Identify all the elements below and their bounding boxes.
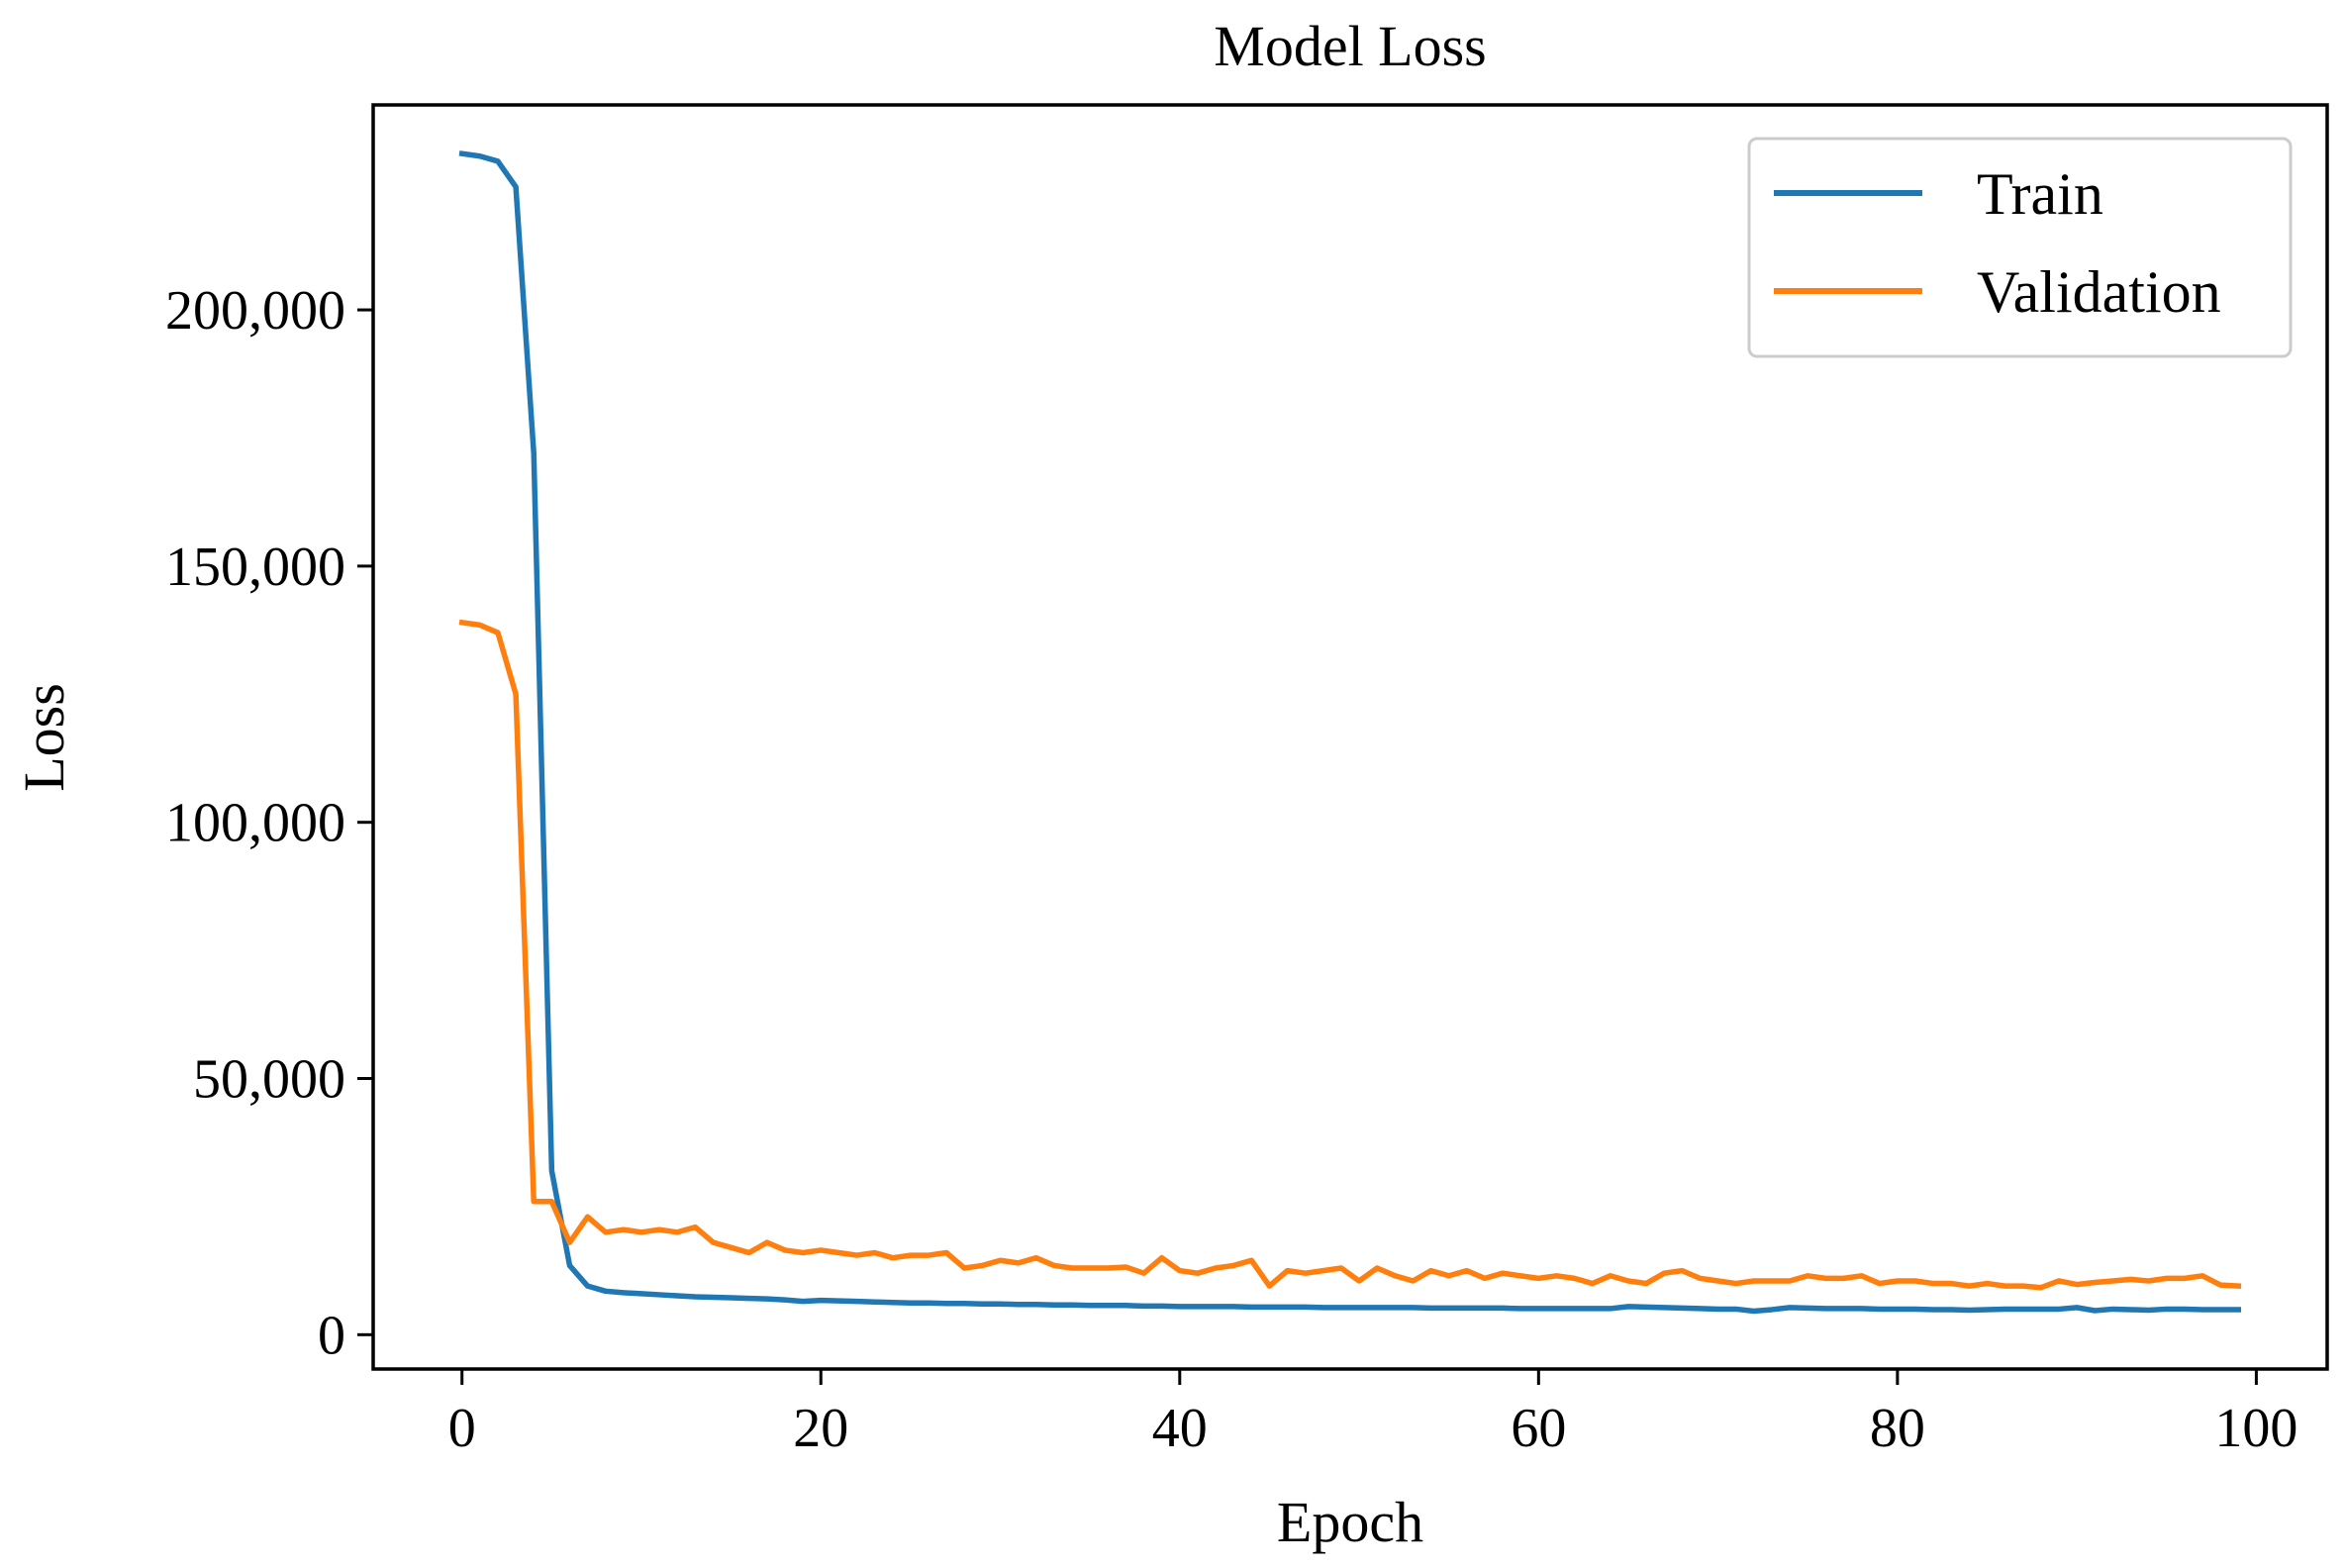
x-tick-label: 100: [2214, 1398, 2297, 1459]
series-line-validation: [458, 619, 2242, 1291]
y-tick-label: 100,000: [165, 793, 345, 854]
plot-frame: [371, 103, 2329, 1371]
series-line-train: [458, 150, 2242, 1315]
plot-lines: [458, 150, 2242, 1315]
y-tick-label: 150,000: [165, 537, 345, 598]
legend: Train Validation: [1747, 137, 2293, 358]
x-tick-label: 0: [448, 1398, 476, 1459]
y-tick-label: 200,000: [165, 280, 345, 342]
y-axis-ticks: 0 50,000 100,000 150,000 200,000: [165, 280, 373, 1366]
legend-label-train: Train: [1977, 161, 2103, 227]
x-tick-label: 20: [793, 1398, 848, 1459]
y-tick-label: 50,000: [193, 1049, 345, 1111]
x-tick-label: 80: [1870, 1398, 1925, 1459]
x-axis-ticks: 0 20 40 60 80 100: [448, 1369, 2297, 1459]
x-tick-label: 40: [1152, 1398, 1208, 1459]
x-axis-title: Epoch: [1277, 1490, 1423, 1554]
y-tick-label: 0: [318, 1305, 345, 1366]
chart-title: Model Loss: [1214, 14, 1487, 78]
legend-label-validation: Validation: [1977, 259, 2221, 325]
x-tick-label: 60: [1511, 1398, 1566, 1459]
y-axis-title: Loss: [12, 683, 76, 792]
